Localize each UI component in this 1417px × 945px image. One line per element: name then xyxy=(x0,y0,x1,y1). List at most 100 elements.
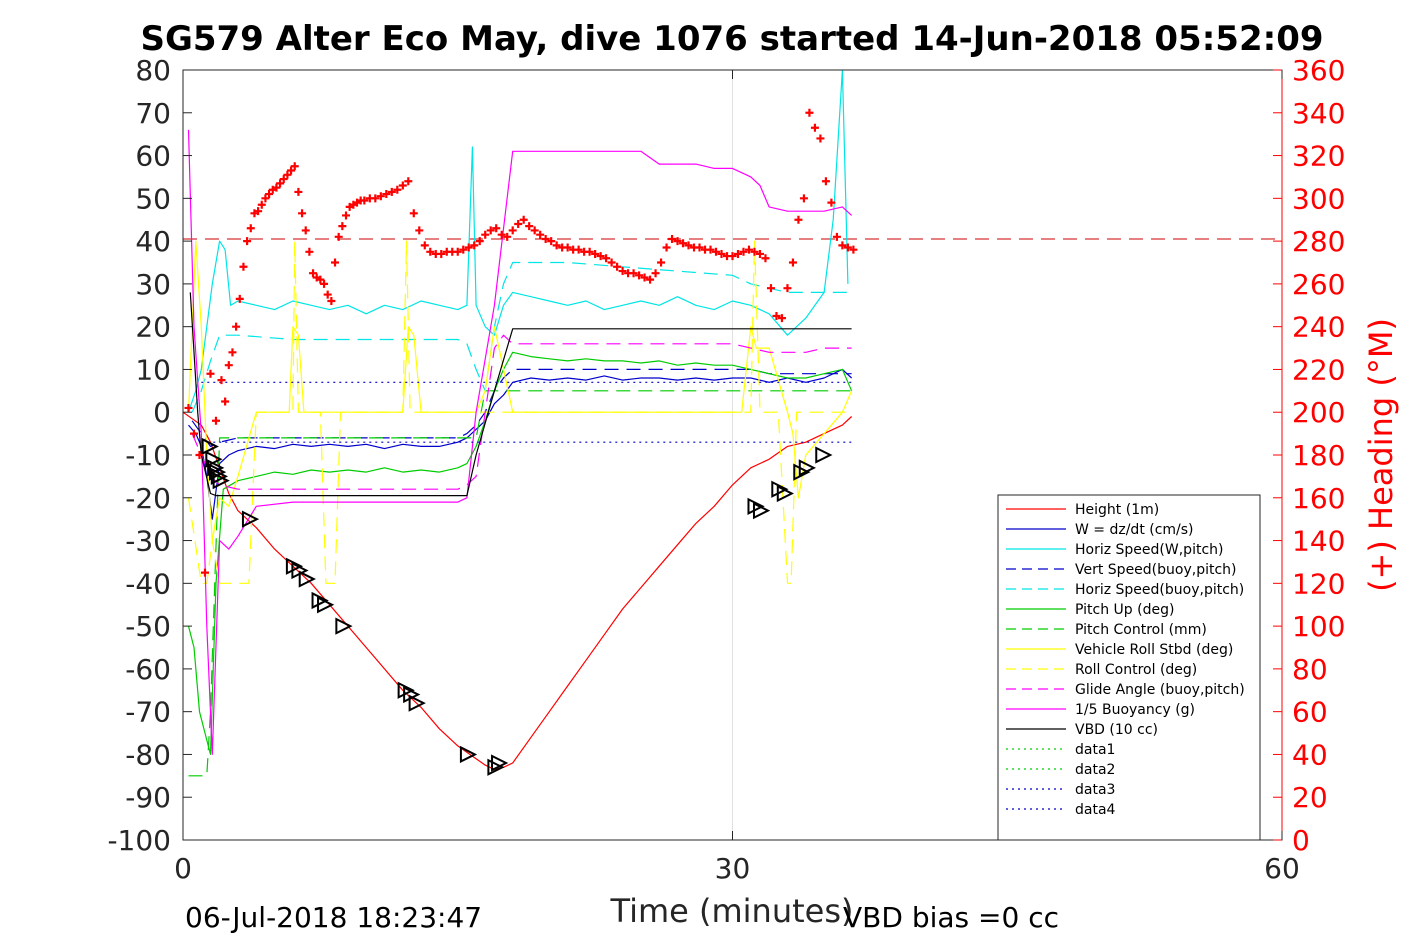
heading-point xyxy=(744,245,753,254)
heading-point xyxy=(426,247,435,256)
heading-point xyxy=(805,108,814,117)
heading-point xyxy=(224,361,233,370)
left-tick-label: -40 xyxy=(125,567,171,600)
heading-point xyxy=(371,194,380,203)
heading-point xyxy=(750,247,759,256)
heading-point xyxy=(294,187,303,196)
legend-entry: Vert Speed(buoy,pitch) xyxy=(1075,562,1237,578)
heading-point xyxy=(613,262,622,271)
heading-point xyxy=(810,123,819,132)
right-tick-label: 20 xyxy=(1292,781,1328,814)
left-tick-label: 50 xyxy=(135,182,171,215)
legend-entry: VBD (10 cc) xyxy=(1075,722,1158,738)
heading-point xyxy=(228,348,237,357)
heading-point xyxy=(563,243,572,252)
triangle-marker xyxy=(747,497,765,515)
triangle-marker xyxy=(210,467,229,486)
heading-point xyxy=(585,247,594,256)
right-tick-label: 120 xyxy=(1292,567,1345,600)
left-tick-label: -50 xyxy=(125,610,171,643)
heading-point xyxy=(651,269,660,278)
heading-point xyxy=(832,232,841,241)
left-tick-label: -20 xyxy=(125,482,171,515)
heading-point xyxy=(497,230,506,239)
triangle-marker xyxy=(285,557,304,575)
heading-point xyxy=(239,262,248,271)
heading-point xyxy=(464,243,473,252)
heading-point xyxy=(287,166,296,175)
heading-point xyxy=(541,234,550,243)
heading-point xyxy=(235,294,244,303)
heading-point xyxy=(733,249,742,258)
triangle-marker xyxy=(201,437,219,456)
heading-point xyxy=(640,273,649,282)
legend-entry: data3 xyxy=(1075,782,1115,798)
left-tick-label: 20 xyxy=(135,311,171,344)
heading-point xyxy=(794,215,803,224)
left-tick-label: -10 xyxy=(125,439,171,472)
right-tick-label: 300 xyxy=(1292,182,1345,215)
heading-point xyxy=(662,243,671,252)
heading-point xyxy=(717,249,726,258)
heading-point xyxy=(217,376,226,385)
heading-point xyxy=(777,314,786,323)
triangle-marker xyxy=(771,480,789,498)
series-line-5 xyxy=(187,351,853,756)
heading-point xyxy=(706,245,715,254)
right-tick-label: 280 xyxy=(1292,225,1345,258)
heading-point xyxy=(629,269,638,278)
left-tick-label: 0 xyxy=(153,396,171,429)
left-tick-label: 60 xyxy=(135,140,171,173)
legend-entry: data4 xyxy=(1075,802,1116,818)
heading-point xyxy=(739,247,748,256)
heading-point xyxy=(211,416,220,425)
series-line-10 xyxy=(187,129,853,756)
heading-point xyxy=(309,269,318,278)
heading-point xyxy=(184,403,193,412)
heading-point xyxy=(766,284,775,293)
legend-entry: Horiz Speed(W,pitch) xyxy=(1075,542,1223,558)
heading-point xyxy=(657,258,666,267)
heading-point xyxy=(316,275,325,284)
legend-entry: Horiz Speed(buoy,pitch) xyxy=(1075,582,1244,598)
right-tick-label: 0 xyxy=(1292,824,1310,857)
legend-entry: Height (1m) xyxy=(1075,502,1159,518)
heading-point xyxy=(393,185,402,194)
heading-point xyxy=(470,241,479,250)
heading-point xyxy=(398,181,407,190)
heading-point xyxy=(459,245,468,254)
left-tick-label: -80 xyxy=(125,738,171,771)
x-tick-label: 0 xyxy=(174,852,192,885)
triangle-marker xyxy=(298,570,316,588)
triangle-marker xyxy=(459,745,478,764)
heading-point xyxy=(591,249,600,258)
left-tick-label: 10 xyxy=(135,353,171,386)
heading-point xyxy=(382,190,391,199)
heading-point xyxy=(331,258,340,267)
legend-entry: Pitch Up (deg) xyxy=(1075,602,1174,618)
left-tick-label: -100 xyxy=(107,824,171,857)
heading-point xyxy=(279,175,288,184)
heading-point xyxy=(246,224,255,233)
heading-point xyxy=(602,254,611,263)
heading-point xyxy=(272,183,281,192)
right-tick-label: 40 xyxy=(1292,738,1328,771)
heading-point xyxy=(712,247,721,256)
heading-point xyxy=(453,247,462,256)
triangle-marker xyxy=(397,681,415,699)
left-tick-label: -30 xyxy=(125,525,171,558)
right-tick-label: 340 xyxy=(1292,97,1345,130)
heading-point xyxy=(338,222,347,231)
triangle-marker xyxy=(212,472,230,490)
heading-point xyxy=(536,230,545,239)
right-tick-label: 160 xyxy=(1292,482,1345,515)
legend: Height (1m) W = dz/dt (cm/s) Horiz Speed(W… xyxy=(997,494,1261,841)
triangle-marker xyxy=(815,446,833,464)
heading-point xyxy=(254,207,263,216)
heading-point xyxy=(668,234,677,243)
heading-point xyxy=(849,245,858,254)
triangle-marker xyxy=(793,463,811,481)
heading-point xyxy=(301,226,310,235)
right-tick-label: 220 xyxy=(1292,353,1345,386)
heading-point xyxy=(821,177,830,186)
